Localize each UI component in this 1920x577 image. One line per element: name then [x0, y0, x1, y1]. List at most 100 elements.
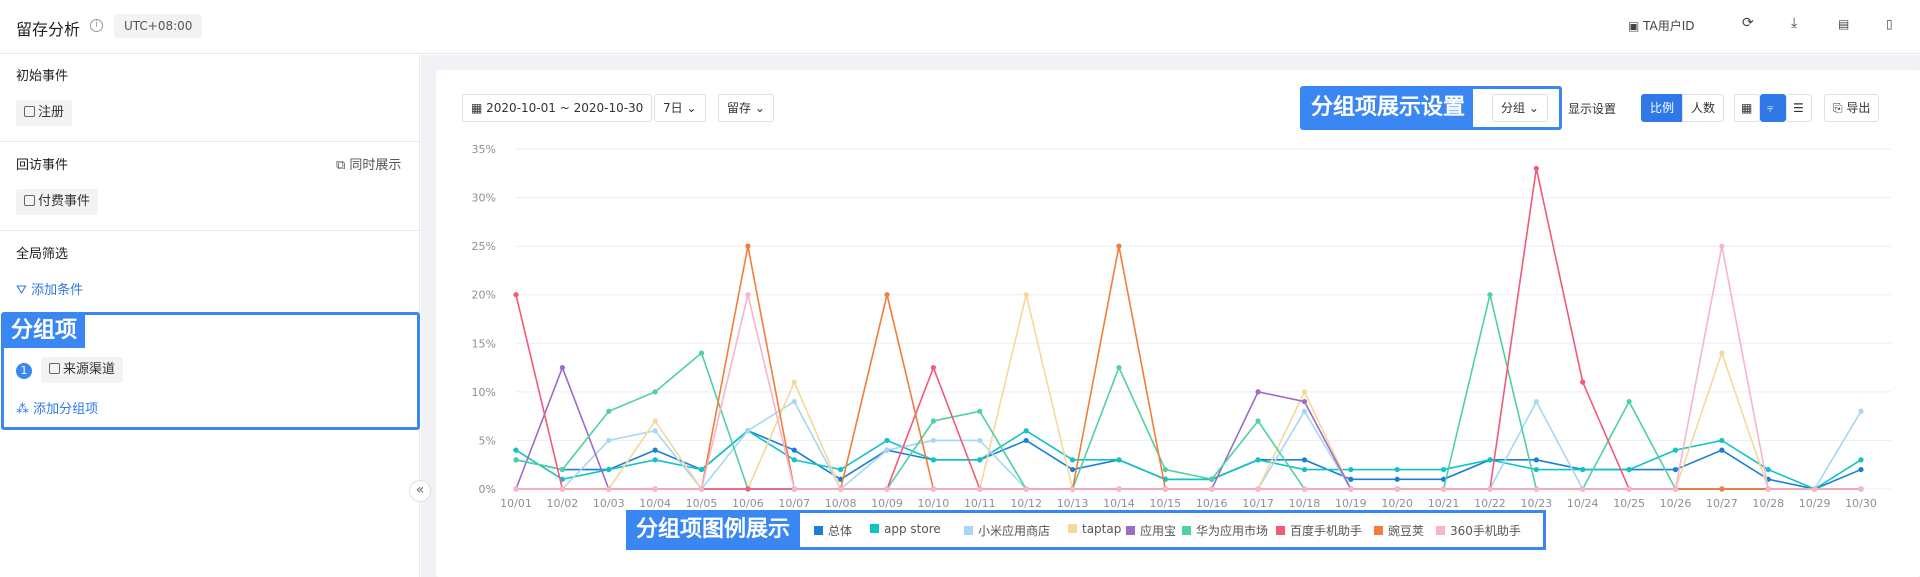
document-icon[interactable]: ▯ [1886, 17, 1893, 31]
data-point [884, 292, 890, 298]
data-point [1255, 457, 1261, 463]
group-index-badge: 1 [16, 363, 32, 379]
legend-swatch [1276, 526, 1285, 535]
data-point [791, 457, 797, 463]
display-settings-button[interactable]: 显示设置 [1568, 102, 1617, 116]
global-filter-title: 全局筛选 [16, 247, 69, 262]
legend-item[interactable]: 华为应用市场 [1182, 522, 1268, 539]
legend-label-text: taptap [1082, 522, 1122, 536]
legend-label-text: 华为应用市场 [1196, 524, 1269, 538]
x-tick-label: 10/01 [500, 497, 532, 510]
data-point [1858, 466, 1864, 473]
data-point [791, 379, 797, 385]
group-select[interactable]: 分组 ⌄ [1492, 94, 1548, 122]
count-toggle[interactable]: 人数 [1682, 94, 1725, 122]
legend-item[interactable]: 小米应用商店 [964, 522, 1050, 539]
legend-swatch [964, 526, 973, 535]
series-line [516, 245, 1861, 490]
x-tick-label: 10/27 [1706, 497, 1738, 510]
date-range-label: 2020-10-01 ~ 2020-10-30 [486, 101, 644, 115]
data-point [1301, 457, 1308, 463]
export-button[interactable]: ⎘ 导出 [1824, 94, 1880, 122]
image-icon[interactable]: ▤ [1838, 17, 1850, 31]
data-point [1255, 486, 1261, 492]
data-point [1672, 486, 1679, 492]
legend-label-text: 360手机助手 [1450, 524, 1521, 538]
ratio-toggle[interactable]: 比例 [1641, 94, 1684, 122]
ta-user-id-button[interactable]: ▣ TA用户ID [1628, 19, 1695, 33]
line-view-icon[interactable]: ⫧ [1760, 94, 1786, 122]
legend-item[interactable]: 应用宝 [1126, 522, 1176, 539]
show-together-button[interactable]: ⧉ 同时展示 [336, 158, 402, 173]
data-point [1348, 466, 1354, 473]
bar-view-icon[interactable]: ☰ [1786, 94, 1812, 122]
initial-event-chip[interactable]: 注册 [16, 100, 73, 126]
legend-item[interactable]: taptap [1068, 522, 1121, 536]
legend-item[interactable]: 360手机助手 [1436, 522, 1521, 539]
legend-label-text: app store [884, 522, 941, 536]
x-tick-label: 10/22 [1474, 497, 1506, 510]
series-line [515, 365, 1861, 490]
data-point [977, 408, 983, 414]
info-icon[interactable]: i [90, 19, 103, 32]
add-condition-link[interactable]: ⛛ 添加条件 [16, 283, 84, 298]
legend-item[interactable]: 百度手机助手 [1276, 522, 1362, 539]
download-icon[interactable]: ⤓ [1791, 15, 1798, 31]
legend-label-text: 百度手机助手 [1290, 524, 1363, 538]
data-point [1440, 486, 1447, 492]
refresh-icon[interactable]: ⟳ [1742, 15, 1754, 31]
data-point [652, 418, 658, 424]
y-tick-label: 25% [472, 240, 496, 253]
data-point [606, 486, 612, 492]
legend-item[interactable]: app store [870, 522, 941, 536]
legend-item[interactable]: 总体 [814, 522, 852, 539]
data-point [977, 437, 983, 444]
data-point [1394, 476, 1400, 482]
data-point [1162, 466, 1168, 473]
data-point [884, 447, 890, 453]
legend-item[interactable]: 豌豆荚 [1374, 522, 1424, 539]
y-tick-label: 35% [472, 143, 496, 156]
data-point [1394, 466, 1400, 473]
period-select[interactable]: 7日 ⌄ [654, 94, 706, 122]
collapse-sidebar-button[interactable]: « [409, 480, 431, 502]
data-point [606, 437, 612, 444]
data-point [930, 457, 937, 463]
data-point [1533, 486, 1539, 492]
add-group-label: 添加分组项 [33, 402, 99, 417]
event-icon [24, 195, 35, 206]
data-point [1765, 466, 1771, 473]
data-point [1255, 418, 1261, 424]
group-item-chip[interactable]: 来源渠道 [41, 357, 124, 383]
y-tick-label: 5% [479, 434, 496, 447]
metric-select[interactable]: 留存 ⌄ [718, 94, 774, 122]
legend-label-text: 总体 [828, 524, 853, 538]
data-point [606, 466, 612, 473]
data-point [838, 486, 844, 492]
x-tick-label: 10/17 [1242, 497, 1274, 510]
data-point [513, 457, 519, 463]
legend-swatch [814, 526, 823, 535]
y-tick-label: 0% [479, 483, 496, 496]
return-event-chip[interactable]: 付费事件 [16, 189, 99, 215]
data-point [1069, 466, 1076, 473]
x-tick-label: 10/10 [918, 497, 950, 510]
data-point [791, 447, 797, 453]
export-label: 导出 [1846, 101, 1871, 115]
data-point [559, 364, 565, 371]
date-range-picker[interactable]: ▦ 2020-10-01 ~ 2020-10-30 [462, 94, 653, 122]
data-point [1719, 437, 1725, 444]
x-tick-label: 10/03 [593, 497, 625, 510]
data-point [1209, 486, 1215, 492]
add-group-link[interactable]: ⁂ 添加分组项 [16, 402, 99, 417]
series-line [515, 429, 1862, 490]
data-point [1580, 379, 1586, 385]
timezone-badge: UTC+08:00 [114, 14, 203, 38]
initial-event-title: 初始事件 [16, 69, 69, 84]
x-tick-label: 10/26 [1660, 497, 1692, 510]
divider [0, 230, 420, 231]
data-point [977, 457, 983, 463]
table-view-icon[interactable]: ▦ [1734, 94, 1760, 122]
data-point [1301, 398, 1308, 405]
legend-swatch [1436, 526, 1445, 535]
